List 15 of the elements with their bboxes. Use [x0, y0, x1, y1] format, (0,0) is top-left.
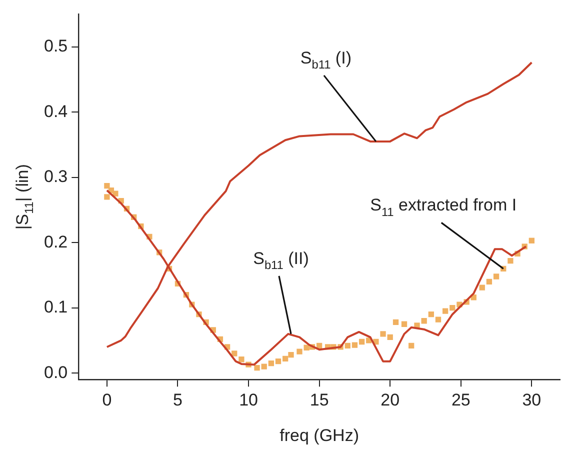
x-tick-label: 20	[380, 390, 400, 410]
x-tick-label: 5	[173, 390, 182, 410]
y-tick-label: 0.1	[44, 298, 68, 317]
x-tick-label: 10	[239, 390, 258, 410]
x-tick-label: 25	[451, 390, 470, 410]
y-axis-title: |S11| (lin)	[13, 164, 36, 230]
x-tick-label: 15	[310, 390, 329, 410]
x-axis-title: freq (GHz)	[280, 426, 359, 445]
y-tick-label: 0.4	[44, 102, 68, 121]
y-tick-label: 0.3	[44, 167, 68, 186]
y-tick-label: 0.2	[44, 232, 68, 252]
x-tick-label: 30	[522, 390, 542, 410]
x-tick-label: 0	[102, 390, 112, 410]
y-tick-label: 0.5	[44, 36, 68, 56]
y-tick-label: 0.0	[44, 362, 68, 382]
